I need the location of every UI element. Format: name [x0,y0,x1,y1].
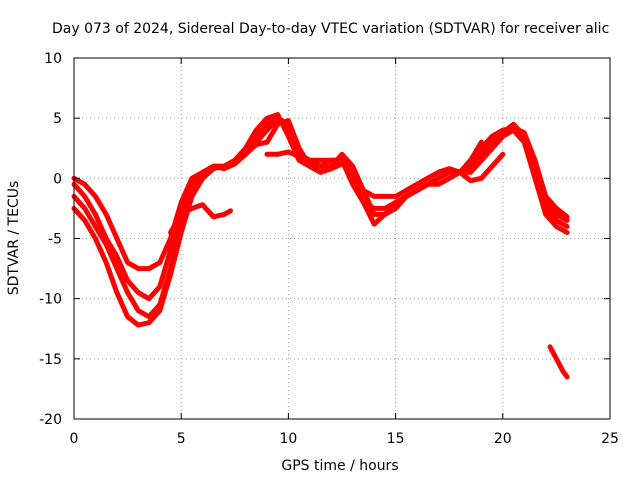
y-axis-label: SDTVAR / TECUs [6,181,22,296]
x-tick-label: 15 [387,431,405,447]
axis-ticks: 0 5 10 15 20 25 -20 -15 -10 -5 0 5 10 [39,51,619,447]
y-tick-label: 5 [53,111,62,127]
y-tick-label: -10 [39,292,62,308]
x-tick-label: 10 [279,431,297,447]
series-line-track-5 [168,202,233,235]
series-line-track-6 [403,139,484,193]
series-line-track-9 [547,344,570,380]
x-tick-label: 20 [494,431,512,447]
y-tick-label: -15 [39,352,62,368]
x-tick-label: 5 [177,431,186,447]
y-tick-label: -20 [39,412,62,428]
series-line-track-7 [264,149,345,172]
series-line-track-8 [457,151,506,184]
x-axis-label: GPS time / hours [281,458,398,474]
data-series [71,112,570,380]
y-tick-label: 0 [53,171,62,187]
y-tick-label: -5 [48,232,62,248]
chart-title: Day 073 of 2024, Sidereal Day-to-day VTE… [52,21,609,37]
grid [74,58,610,419]
series-line-track-4 [71,118,570,328]
x-tick-label: 0 [70,431,79,447]
x-tick-label: 25 [601,431,619,447]
y-tick-label: 10 [44,51,62,67]
